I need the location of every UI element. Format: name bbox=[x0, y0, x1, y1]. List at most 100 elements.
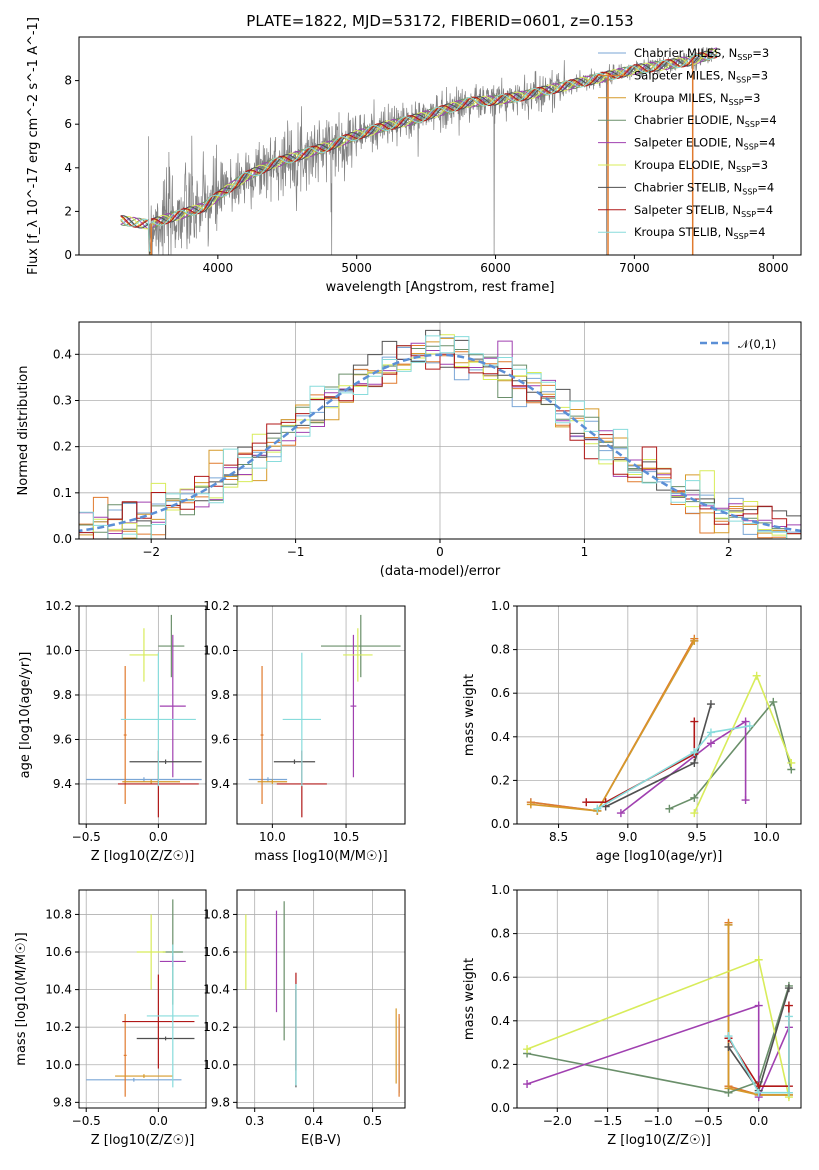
weight-series bbox=[526, 985, 790, 1094]
y-tick-label: 0.2 bbox=[491, 1057, 510, 1071]
y-axis-label: Normed distribution bbox=[16, 366, 31, 496]
y-tick-label: 10.2 bbox=[203, 1020, 230, 1034]
weight-marker bbox=[690, 809, 699, 818]
model-spectrum bbox=[120, 53, 718, 253]
y-tick-label: 0.0 bbox=[491, 817, 510, 831]
x-tick-label: −1 bbox=[287, 545, 305, 559]
x-tick-label: −2 bbox=[142, 545, 160, 559]
y-tick-label: 10.0 bbox=[45, 1058, 72, 1072]
gaussian-curve bbox=[79, 353, 801, 533]
model-spectrum bbox=[120, 48, 718, 255]
legend-entry: 𝒩(0,1) bbox=[738, 337, 776, 351]
axes-frame bbox=[516, 605, 802, 825]
x-tick-label: −0.5 bbox=[72, 830, 101, 844]
y-tick-label: 0.6 bbox=[491, 970, 510, 984]
legend-entry: Kroupa ELODIE, NSSP=3 bbox=[634, 158, 768, 174]
weight-marker bbox=[787, 758, 796, 767]
x-tick-label: 10.5 bbox=[333, 830, 360, 844]
weight-marker bbox=[526, 800, 535, 809]
x-tick-label: 7000 bbox=[619, 261, 650, 275]
y-tick-label: 0.4 bbox=[53, 347, 72, 361]
weight-marker bbox=[523, 1045, 532, 1054]
model-spectrum bbox=[120, 47, 718, 255]
x-axis-label: age [log10(age/yr)] bbox=[596, 849, 723, 864]
y-tick-label: 0.0 bbox=[53, 532, 72, 546]
y-tick-label: 0.4 bbox=[491, 730, 510, 744]
weight-marker bbox=[784, 984, 793, 993]
y-tick-label: 0.8 bbox=[491, 643, 510, 657]
x-axis-label: Z [log10(Z/Z☉)] bbox=[91, 849, 195, 864]
x-tick-label: 0.0 bbox=[149, 1114, 168, 1128]
weight-marker bbox=[754, 1001, 763, 1010]
x-tick-label: 4000 bbox=[203, 261, 234, 275]
y-tick-label: 9.8 bbox=[211, 688, 230, 702]
y-tick-label: 10.8 bbox=[203, 907, 230, 921]
x-tick-label: 10.0 bbox=[259, 830, 286, 844]
y-tick-label: 10.0 bbox=[203, 643, 230, 657]
y-tick-label: 10.4 bbox=[45, 983, 72, 997]
y-tick-label: 0.8 bbox=[491, 927, 510, 941]
model-spectrum bbox=[120, 52, 718, 254]
x-tick-label: 2 bbox=[725, 545, 733, 559]
y-tick-label: 1.0 bbox=[491, 883, 510, 897]
weight-series bbox=[596, 725, 750, 810]
legend-entry: Chabrier MILES, NSSP=3 bbox=[634, 46, 769, 62]
weight-series bbox=[530, 640, 695, 812]
weight-marker bbox=[724, 1088, 733, 1097]
axes-frame bbox=[516, 889, 802, 1109]
x-axis-label: Z [log10(Z/Z☉)] bbox=[607, 1133, 711, 1148]
age_vs_mass-panel: 10.0 10.5 9.4 9.6 9.8 10.0 10.2 mass [log10(M/M… bbox=[203, 599, 406, 864]
weight-marker bbox=[752, 671, 761, 680]
weight-series bbox=[727, 1016, 790, 1094]
weight-marker bbox=[724, 920, 733, 929]
weight-marker bbox=[706, 728, 715, 737]
mass_weight_vs_age-panel: 8.5 9.0 9.5 10.0 0.0 0.2 0.4 0.6 0.8 1.0 age [log1… bbox=[462, 599, 802, 864]
legend-entry: Chabrier ELODIE, NSSP=4 bbox=[634, 113, 777, 129]
y-tick-label: 0.1 bbox=[53, 486, 72, 500]
weight-marker bbox=[784, 1012, 793, 1021]
residuals-panel: −2 −1 0 1 2 0.0 0.1 0.2 0.3 0.4 (data-model)/error… bbox=[16, 321, 802, 579]
age_vs_Z-panel: −0.5 0.0 9.4 9.6 9.8 10.0 10.2 Z [log10(Z/Z☉)] a… bbox=[18, 599, 207, 864]
x-tick-label: 8.5 bbox=[549, 830, 568, 844]
y-tick-label: 10.0 bbox=[203, 1058, 230, 1072]
model-spectrum bbox=[120, 51, 718, 254]
y-tick-label: 10.6 bbox=[45, 945, 72, 959]
y-tick-label: 9.6 bbox=[53, 732, 72, 746]
weight-marker bbox=[784, 1088, 793, 1097]
weight-marker bbox=[690, 748, 699, 757]
x-tick-label: 8000 bbox=[758, 261, 789, 275]
weight-series bbox=[526, 1004, 790, 1098]
y-tick-label: 9.6 bbox=[211, 732, 230, 746]
legend-entry: Chabrier STELIB, NSSP=4 bbox=[634, 180, 774, 196]
x-tick-label: 6000 bbox=[480, 261, 511, 275]
x-tick-label: 1 bbox=[581, 545, 589, 559]
x-tick-label: 0 bbox=[436, 545, 444, 559]
y-tick-label: 9.4 bbox=[53, 777, 72, 791]
y-tick-label: 0.2 bbox=[491, 773, 510, 787]
y-axis-label: mass [log10(M/M☉)] bbox=[14, 932, 29, 1065]
x-tick-label: −2.0 bbox=[543, 1114, 572, 1128]
weight-marker bbox=[724, 1032, 733, 1041]
x-tick-label: 10.0 bbox=[753, 830, 780, 844]
axes-frame bbox=[78, 321, 802, 540]
y-tick-label: 10.4 bbox=[203, 983, 230, 997]
mass_vs_Z-panel: −0.5 0.0 9.8 10.0 10.2 10.4 10.6 10.8 Z [log10(Z… bbox=[14, 889, 207, 1148]
x-tick-label: −1.0 bbox=[643, 1114, 672, 1128]
y-tick-label: 1.0 bbox=[491, 599, 510, 613]
y-tick-label: 9.4 bbox=[211, 777, 230, 791]
weight-marker bbox=[706, 700, 715, 709]
weight-marker bbox=[784, 1001, 793, 1010]
weight-series bbox=[727, 924, 789, 1096]
weight-marker bbox=[523, 1080, 532, 1089]
y-tick-label: 0 bbox=[64, 248, 72, 262]
x-tick-label: 9.5 bbox=[688, 830, 707, 844]
weight-marker bbox=[616, 809, 625, 818]
x-axis-label: Z [log10(Z/Z☉)] bbox=[91, 1133, 195, 1148]
x-axis-label: (data-model)/error bbox=[380, 564, 501, 579]
weight-marker bbox=[724, 1042, 733, 1051]
observed-spectrum bbox=[148, 46, 713, 255]
legend-entry: Kroupa STELIB, NSSP=4 bbox=[634, 225, 765, 241]
axes-frame bbox=[236, 605, 406, 825]
x-tick-label: 0.5 bbox=[363, 1114, 382, 1128]
